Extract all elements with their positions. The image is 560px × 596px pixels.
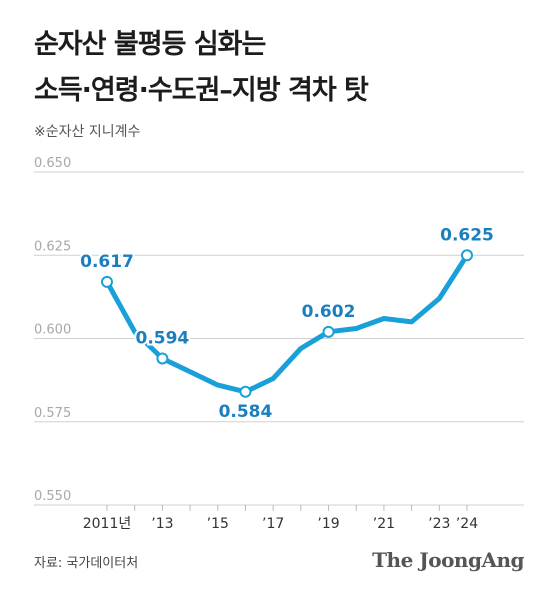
data-point	[322, 325, 335, 338]
y-tick-label: 0.625	[34, 239, 71, 254]
data-label: 0.625	[440, 225, 494, 245]
data-point	[461, 249, 473, 262]
x-tick-label: ’21	[373, 516, 395, 532]
series-line	[104, 252, 470, 395]
data-point	[239, 385, 252, 398]
chart-title-line2: 소득·연령·수도권–지방 격차 탓	[34, 75, 369, 106]
y-tick-label: 0.550	[34, 489, 71, 504]
data-label: 0.602	[302, 302, 356, 322]
data-point	[156, 352, 169, 365]
data-label: 0.594	[135, 328, 189, 348]
data-point	[101, 275, 113, 288]
source-note: 자료: 국가데이터처	[34, 556, 139, 571]
data-label: 0.584	[219, 402, 273, 422]
x-tick-label: ’19	[317, 516, 339, 532]
y-tick-label: 0.600	[34, 323, 71, 338]
chart-subtitle: ※순자산 지니계수	[34, 124, 141, 140]
y-tick-label: 0.650	[34, 156, 71, 171]
x-tick-label: ’24	[456, 516, 478, 532]
data-label: 0.617	[80, 252, 134, 272]
x-tick-label: 2011년	[83, 516, 132, 532]
x-tick-label: ’13	[151, 516, 173, 532]
brand-logo: The JoongAng	[372, 548, 524, 572]
chart-title-line1: 순자산 불평등 심화는	[34, 29, 266, 60]
y-tick-label: 0.575	[34, 406, 71, 421]
x-tick-label: ’15	[207, 516, 229, 532]
x-tick-label: ’17	[262, 516, 284, 532]
x-tick-label: ’23	[428, 516, 450, 532]
